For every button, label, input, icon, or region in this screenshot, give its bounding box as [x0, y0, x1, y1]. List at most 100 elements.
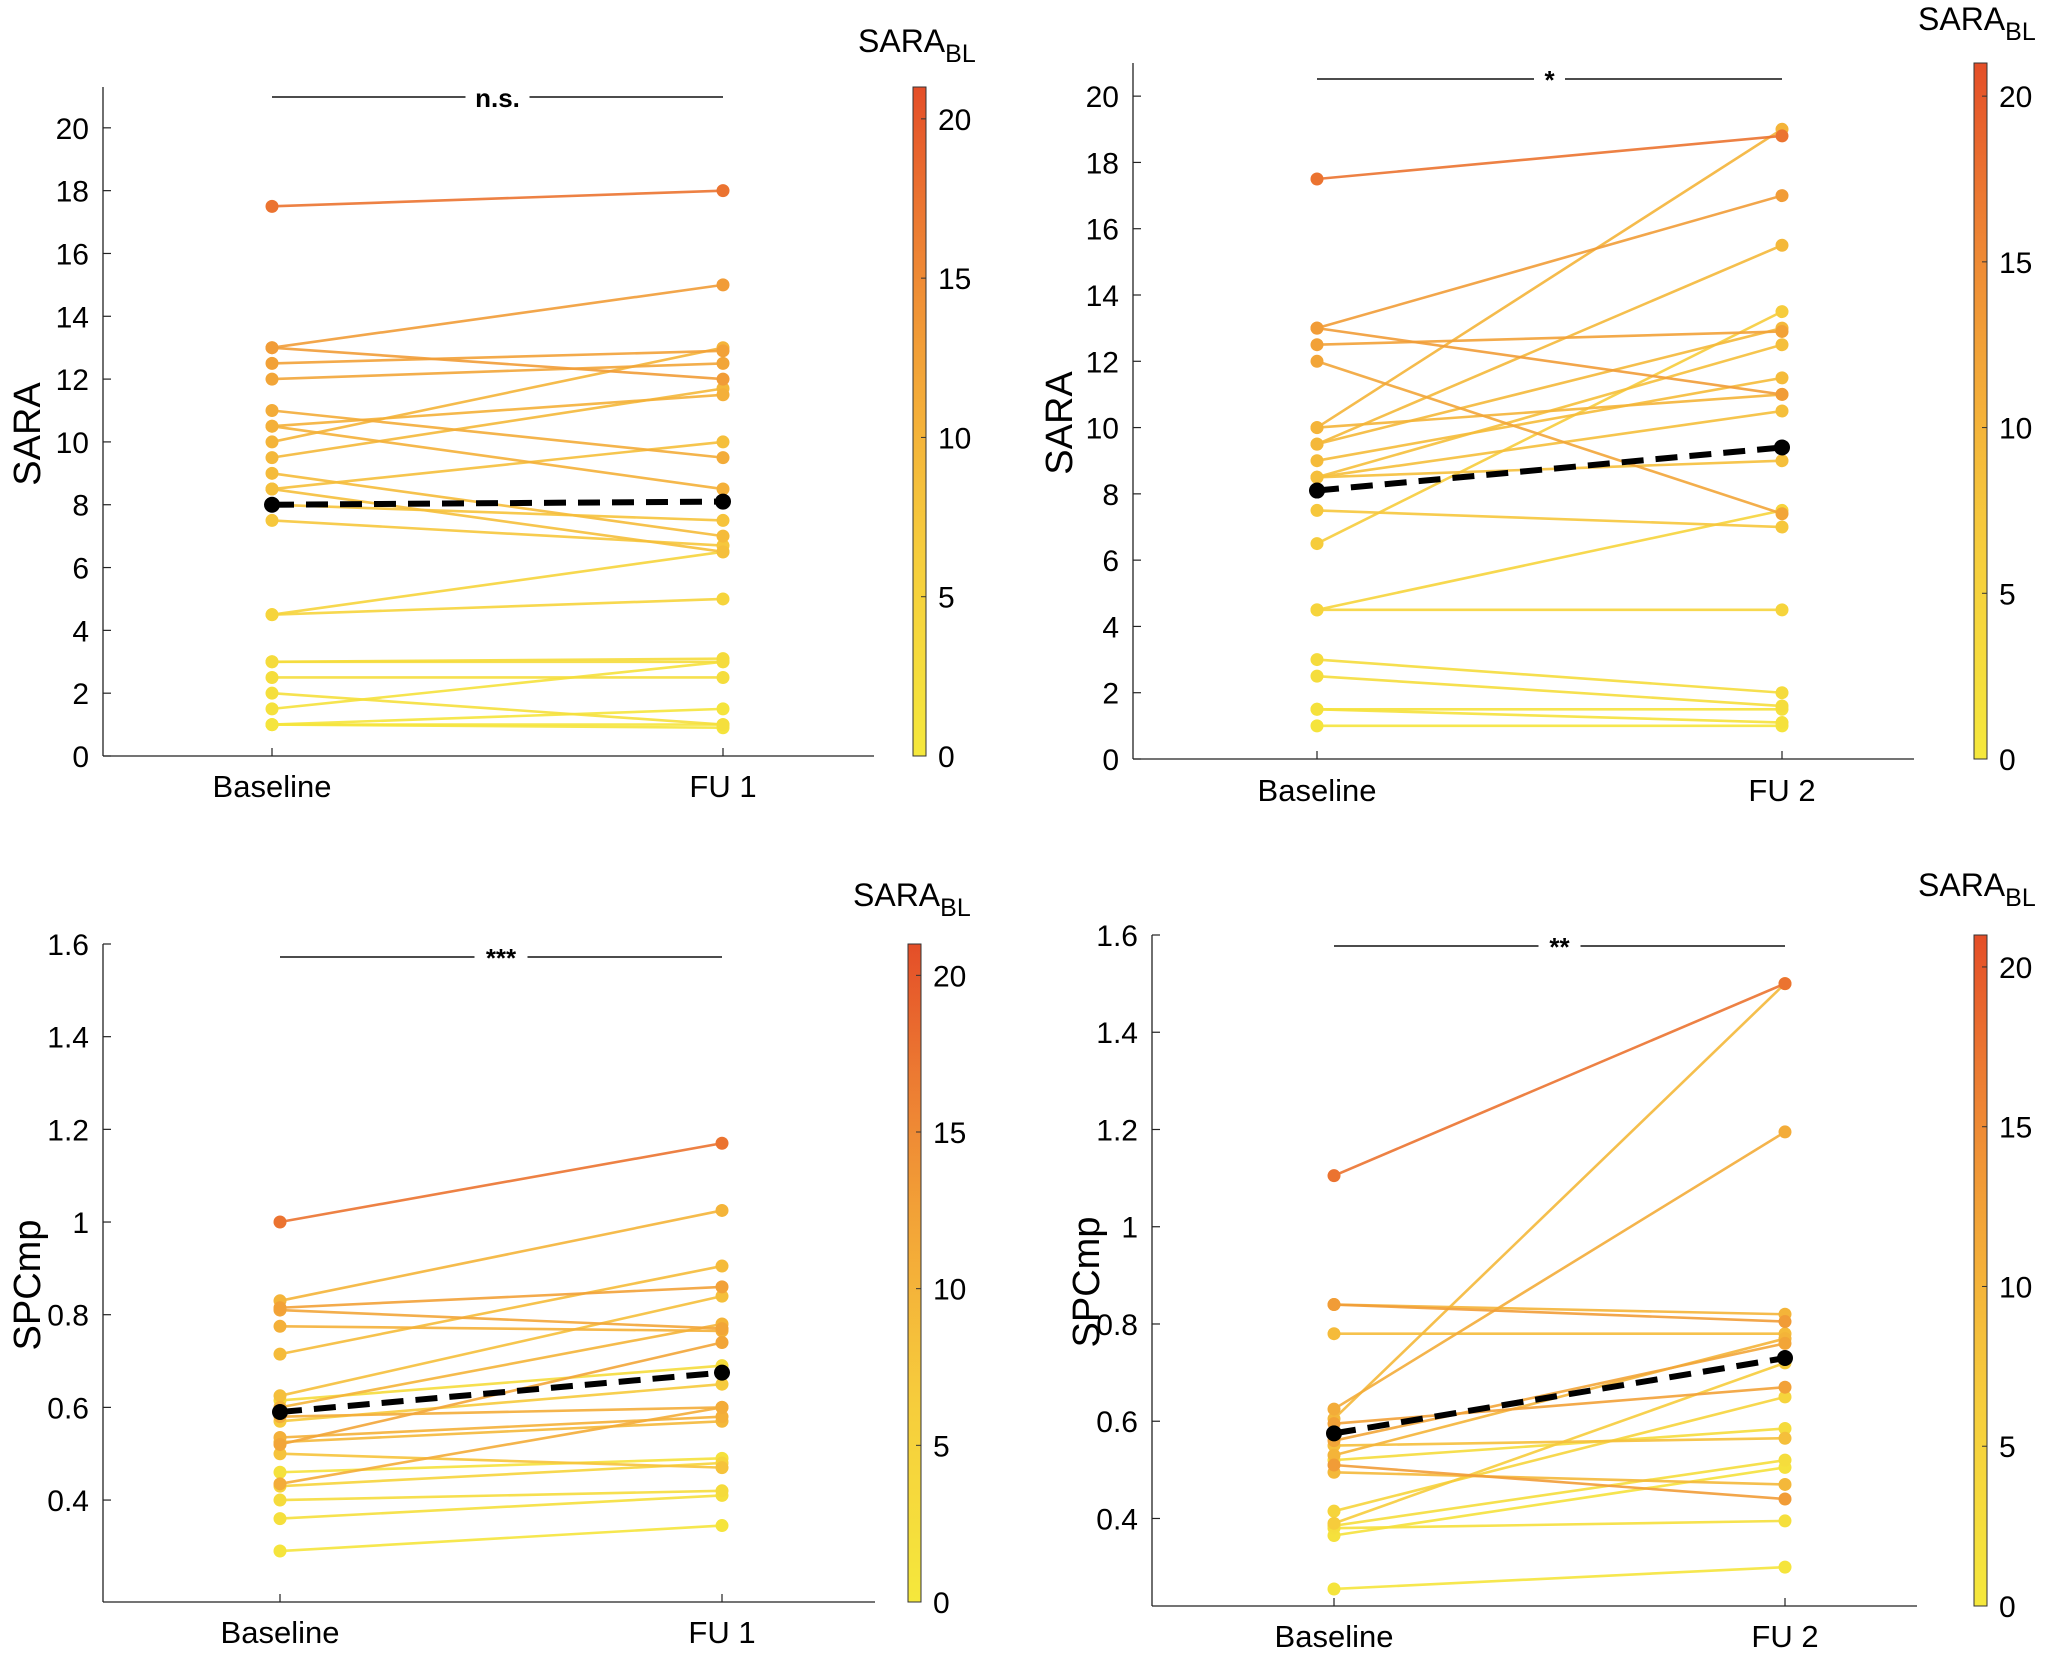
y-tick-label: 0.8	[47, 1300, 89, 1333]
y-axis-label: SPCmp	[7, 1220, 49, 1351]
colorbar-tick-label: 15	[933, 1117, 966, 1150]
colorbar-tick-label: 5	[1999, 578, 2016, 611]
subject-line	[279, 1294, 723, 1398]
y-tick-label: 10	[56, 427, 89, 460]
subject-line	[1316, 509, 1783, 529]
subject-point	[1310, 702, 1324, 716]
subject-point	[1778, 1390, 1792, 1404]
subject-point	[1310, 354, 1324, 368]
subject-point	[273, 1319, 287, 1333]
subject-line	[1316, 194, 1783, 330]
colorbar-tick-label: 0	[1999, 1591, 2016, 1624]
subject-point	[265, 702, 279, 716]
y-tick-label: 2	[72, 678, 89, 711]
subject-point	[265, 718, 279, 732]
y-tick-label: 1.2	[47, 1114, 89, 1147]
subject-point	[265, 199, 279, 213]
mean-point	[1777, 1350, 1793, 1367]
y-tick-label: 12	[1086, 346, 1119, 379]
subject-line	[271, 424, 724, 491]
subject-line	[271, 723, 724, 730]
subject-line	[1316, 134, 1783, 181]
subject-point	[1775, 238, 1789, 252]
subject-line	[1316, 376, 1783, 462]
y-tick-label: 8	[72, 490, 89, 523]
y-tick-label: 20	[1086, 81, 1119, 114]
mean-point	[714, 1364, 730, 1381]
subject-point	[1310, 537, 1324, 551]
subject-point	[1327, 1582, 1341, 1596]
y-tick-label: 0.8	[1096, 1309, 1138, 1342]
subject-point	[1775, 603, 1789, 617]
subject-point	[1778, 1315, 1792, 1329]
subject-point	[1778, 1431, 1792, 1445]
mean-point	[272, 1404, 288, 1421]
subject-line	[1316, 330, 1783, 347]
subject-line	[1333, 1436, 1786, 1447]
subject-point	[1778, 1560, 1792, 1574]
subject-point	[1775, 189, 1789, 203]
y-tick-label: 6	[72, 553, 89, 586]
subject-point	[716, 388, 730, 402]
subject-line	[279, 1209, 723, 1303]
significance-label: *	[1544, 65, 1555, 95]
subject-point	[1310, 338, 1324, 352]
y-tick-label: 18	[56, 176, 89, 209]
subject-point	[265, 466, 279, 480]
colorbar-tick-label: 20	[1999, 81, 2032, 114]
colorbar	[1973, 934, 1988, 1607]
colorbar-tick-label: 10	[933, 1274, 966, 1307]
subject-line	[271, 660, 724, 711]
subject-line	[279, 1322, 723, 1409]
colorbar-label: SARABL	[1918, 1, 2036, 46]
subject-point	[273, 1215, 287, 1229]
subject-point	[1310, 321, 1324, 335]
y-tick-label: 0.6	[47, 1392, 89, 1425]
colorbar-tick-label: 10	[1999, 1271, 2032, 1304]
y-tick-label: 2	[1102, 678, 1119, 711]
subject-line	[279, 1452, 723, 1469]
mean-point	[1774, 439, 1790, 456]
subject-point	[715, 1400, 729, 1414]
mean-line	[1316, 444, 1783, 494]
x-tick-label: FU 2	[1751, 1619, 1818, 1653]
subject-line	[1316, 326, 1783, 446]
colorbar	[912, 86, 927, 757]
subject-line	[1333, 1565, 1786, 1591]
subject-point	[1327, 1169, 1341, 1183]
subject-point	[273, 1512, 287, 1526]
subject-line	[1316, 310, 1783, 545]
subject-point	[1778, 1453, 1792, 1467]
subject-point	[715, 1280, 729, 1294]
subject-line	[1333, 1458, 1786, 1528]
subject-point	[1310, 437, 1324, 451]
subject-line	[1333, 1303, 1786, 1323]
y-tick-label: 18	[1086, 147, 1119, 180]
y-tick-label: 14	[1086, 280, 1119, 313]
y-tick-label: 6	[1102, 545, 1119, 578]
y-tick-label: 0.4	[1096, 1503, 1138, 1536]
subject-point	[1775, 686, 1789, 700]
subject-line	[1316, 326, 1783, 396]
subject-point	[1310, 454, 1324, 468]
y-tick-label: 1	[1121, 1212, 1138, 1245]
subject-point	[1775, 507, 1789, 521]
subject-line	[1333, 1470, 1786, 1486]
colorbar	[1973, 62, 1988, 760]
subject-line	[279, 1285, 723, 1310]
subject-line	[271, 189, 724, 208]
subject-point	[273, 1493, 287, 1507]
subject-point	[1310, 172, 1324, 186]
subject-point	[716, 702, 730, 716]
subject-point	[716, 278, 730, 292]
subject-point	[715, 1259, 729, 1273]
subject-line	[1316, 128, 1783, 429]
subject-point	[715, 1203, 729, 1217]
subject-line	[1333, 1395, 1786, 1513]
colorbar-label-sub: BL	[2005, 18, 2036, 46]
colorbar-label: SARABL	[1918, 867, 2036, 912]
subject-line	[1316, 459, 1783, 479]
subject-point	[265, 404, 279, 418]
y-tick-label: 1.6	[1096, 920, 1138, 953]
subject-point	[715, 1461, 729, 1475]
